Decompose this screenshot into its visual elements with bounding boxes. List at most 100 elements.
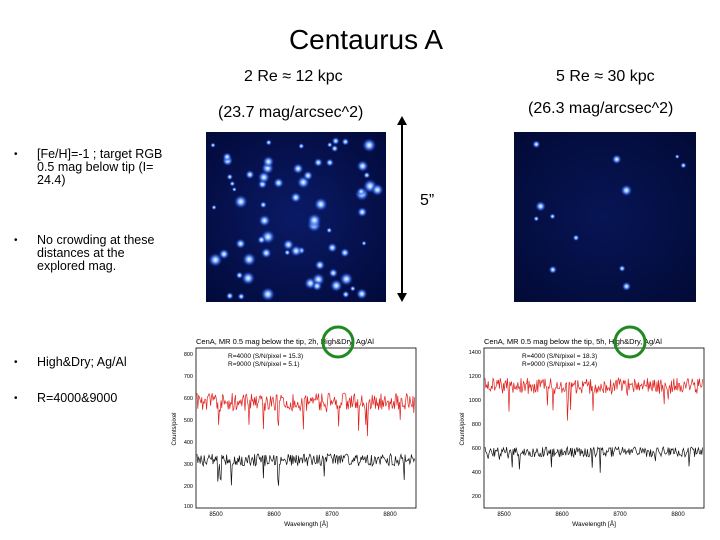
star [259, 201, 267, 209]
star [260, 247, 272, 259]
star [361, 240, 367, 246]
star [235, 238, 246, 249]
star [290, 192, 302, 203]
star [329, 279, 343, 292]
x-tick: 8800 [671, 512, 685, 518]
star [341, 137, 350, 146]
star [356, 160, 369, 173]
star [549, 213, 556, 220]
star [233, 194, 248, 209]
scale-label: 5” [420, 192, 435, 209]
star [298, 143, 305, 150]
x-axis-label: Wavelength [Å] [572, 519, 616, 528]
star [349, 285, 356, 292]
star [210, 142, 216, 148]
spectrum-panel-left: CenA, MR 0.5 mag below the tip, 2h, High… [172, 337, 417, 528]
highlight-circle [613, 325, 647, 359]
star [340, 247, 350, 258]
star [245, 169, 255, 180]
star [339, 272, 354, 286]
star [533, 215, 540, 222]
star [326, 141, 333, 148]
y-tick: 100 [184, 504, 193, 510]
spectrum-series-r4000 [484, 376, 703, 421]
x-tick: 8600 [555, 512, 569, 518]
star [258, 214, 271, 227]
star [273, 177, 284, 189]
star [237, 292, 245, 301]
star [326, 227, 333, 234]
star [231, 186, 237, 192]
star [313, 157, 323, 168]
y-axis-label: Counts/pixel [172, 412, 178, 445]
star [357, 206, 368, 218]
star [225, 292, 234, 300]
x-axis-label: Wavelength [Å] [284, 519, 328, 528]
star [620, 184, 633, 197]
star [312, 280, 323, 292]
y-tick: 300 [184, 462, 193, 468]
star [257, 235, 266, 245]
star [363, 171, 371, 179]
x-tick: 8700 [613, 512, 627, 518]
y-axis-label: Counts/pixel [460, 412, 466, 445]
star [330, 144, 339, 153]
label-right-surface-brightness: (26.3 mag/arcsec^2) [528, 100, 674, 117]
x-tick: 8500 [497, 512, 511, 518]
star [208, 252, 223, 267]
spectrum-panel-right: CenA, MR 0.5 mag below the tip, 5h, High… [460, 337, 705, 528]
star [674, 154, 680, 159]
legend-entry-r9000: R=9000 (S/N/pixel = 12.4) [522, 361, 597, 368]
x-tick: 8500 [209, 512, 223, 518]
star [621, 281, 632, 292]
star [362, 138, 377, 153]
star [290, 245, 302, 257]
star [257, 171, 271, 184]
star [342, 290, 350, 299]
y-tick: 800 [184, 352, 193, 358]
star [618, 265, 626, 272]
y-tick: 1200 [469, 374, 481, 380]
y-tick: 200 [472, 494, 481, 500]
star [328, 268, 339, 278]
star [371, 183, 384, 197]
y-tick: 400 [184, 440, 193, 446]
star [222, 152, 232, 162]
label-left-surface-brightness: (23.7 mag/arcsec^2) [218, 104, 364, 121]
star [327, 242, 338, 253]
star [260, 287, 275, 302]
highlight-circle [321, 325, 355, 359]
scale-arrow [397, 116, 407, 302]
star [307, 213, 322, 228]
stellar-field-image-outer [514, 132, 696, 302]
star [535, 200, 546, 212]
legend-entry-r4000: R=4000 (S/N/pixel = 15.3) [228, 353, 303, 360]
star [357, 187, 366, 196]
spectrum-title: CenA, MR 0.5 mag below the tip, 2h, High… [196, 337, 374, 346]
star [611, 154, 622, 165]
star [532, 140, 541, 149]
slide-title: Centaurus A [288, 24, 444, 55]
star [284, 249, 291, 256]
star [226, 173, 234, 181]
y-tick: 1400 [469, 350, 481, 356]
legend-entry-r9000: R=9000 (S/N/pixel = 5.1) [228, 361, 300, 368]
y-tick: 600 [184, 396, 193, 402]
star [262, 155, 275, 168]
label-left-radius: 2 Re ≈ 12 kpc [244, 68, 343, 85]
star [241, 271, 256, 286]
y-tick: 700 [184, 374, 193, 380]
spectrum-series-r9000 [484, 445, 703, 473]
star [302, 170, 314, 181]
y-tick: 1000 [469, 398, 481, 404]
star [292, 163, 304, 175]
y-tick: 200 [184, 484, 193, 490]
legend-entry-r4000: R=4000 (S/N/pixel = 18.3) [522, 353, 597, 360]
y-tick: 400 [472, 470, 481, 476]
spectrum-series-r4000 [196, 392, 415, 437]
stellar-field-image-inner [206, 132, 386, 302]
star [211, 204, 217, 211]
star [548, 265, 557, 274]
star [331, 136, 340, 146]
star [314, 259, 326, 271]
